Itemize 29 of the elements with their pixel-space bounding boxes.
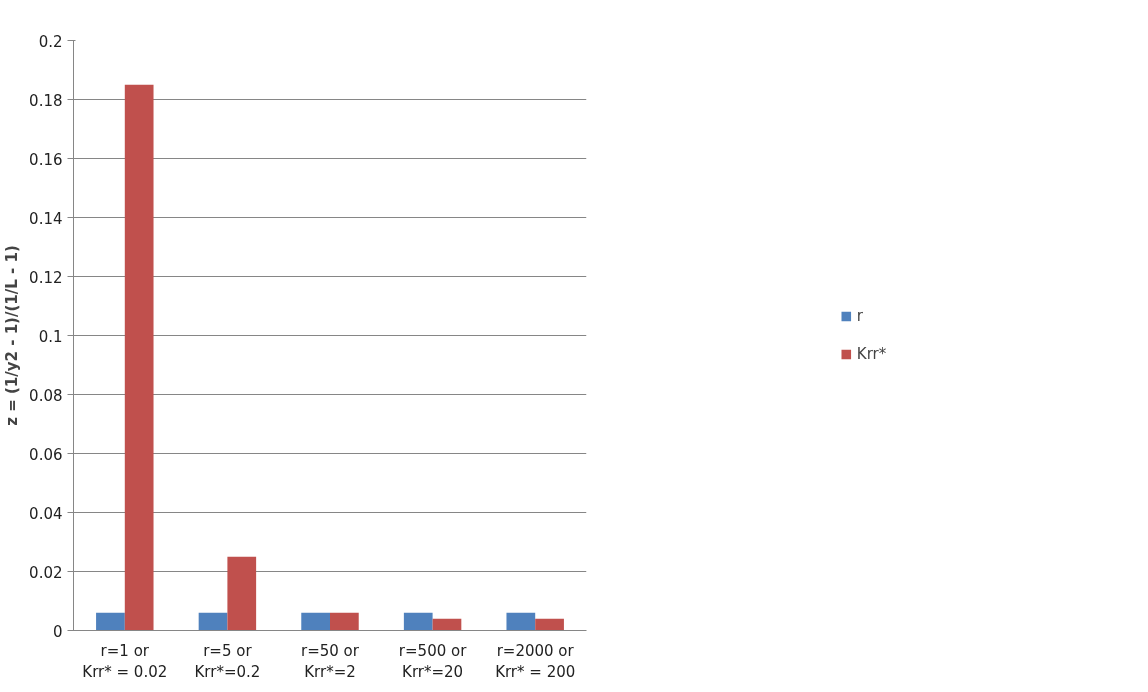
- legend-label: r: [856, 307, 864, 325]
- y-tick-label: 0.02: [29, 563, 63, 582]
- bar: [198, 612, 228, 631]
- y-tick-label: 0.18: [29, 91, 63, 110]
- y-tick-label: 0.04: [29, 504, 63, 523]
- y-tick-label: 0.12: [29, 268, 63, 287]
- bar: [227, 556, 257, 631]
- y-axis-title: z = (1/y2 - 1)/(1/L - 1): [3, 245, 22, 426]
- x-tick-label: r=5 or Krr*=0.2: [194, 641, 261, 682]
- y-tick-label: 0.06: [29, 445, 63, 464]
- bar: [124, 84, 154, 631]
- bar: [432, 618, 462, 631]
- x-tick-label: r=2000 or Krr* = 200: [495, 641, 576, 682]
- bar: [506, 612, 536, 631]
- y-tick-label: 0.14: [29, 209, 63, 228]
- y-tick-label: 0.08: [29, 386, 63, 405]
- y-tick-label: 0.16: [29, 150, 63, 169]
- y-tick-label: 0: [52, 622, 63, 641]
- legend-label: Krr*: [856, 345, 887, 363]
- bar: [330, 612, 359, 631]
- x-tick-label: r=500 or Krr*=20: [398, 641, 468, 682]
- x-tick-label: r=1 or Krr* = 0.02: [82, 641, 168, 682]
- bar: [535, 618, 564, 631]
- y-tick-label: 0.1: [38, 327, 63, 346]
- bar: [96, 612, 125, 631]
- y-tick-label: 0.2: [38, 32, 63, 51]
- x-tick-label: r=50 or Krr*=2: [301, 641, 360, 682]
- bar: [403, 612, 433, 631]
- bar: [301, 612, 330, 631]
